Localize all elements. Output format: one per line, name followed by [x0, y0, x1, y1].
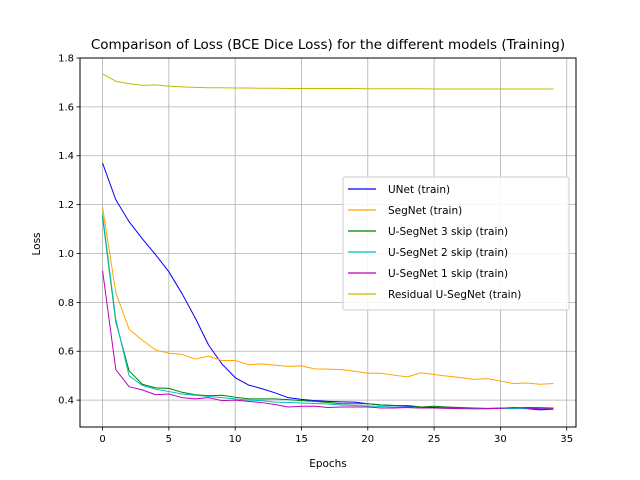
plot-frame: [79, 57, 577, 428]
legend-label: U-SegNet 3 skip (train): [388, 226, 508, 238]
y-tick-label: 1.2: [58, 200, 74, 211]
x-tick-label: 20: [361, 434, 374, 445]
x-tick-label: 0: [99, 434, 105, 445]
legend-label: U-SegNet 1 skip (train): [388, 268, 508, 280]
y-tick-label: 0.4: [58, 396, 74, 407]
legend-box: [342, 176, 570, 311]
x-tick-label: 30: [494, 434, 507, 445]
chart-title: Comparison of Loss (BCE Dice Loss) for t…: [91, 37, 565, 53]
x-tick-label: 15: [295, 434, 308, 445]
x-tick-label: 5: [166, 434, 172, 445]
legend-label: SegNet (train): [388, 205, 462, 217]
series-line-3: [102, 216, 554, 409]
series-line-5: [102, 270, 554, 410]
series-lines: [102, 73, 554, 411]
y-tick-label: 0.6: [58, 347, 74, 358]
x-tick-label: 35: [560, 434, 573, 445]
y-tick-label: 1.0: [58, 249, 74, 260]
legend-label: U-SegNet 2 skip (train): [388, 247, 508, 259]
series-line-2: [102, 206, 554, 385]
x-axis-title: Epochs: [309, 458, 347, 470]
y-tick-label: 1.6: [58, 102, 74, 113]
x-tick-label: 25: [428, 434, 441, 445]
y-tick-label: 0.8: [58, 298, 74, 309]
axis-ticks: 0 5 10 15 20 25 30 35 0.4 0.6 0.8 1.0 1.2 1.4 1.6 1.8: [58, 54, 573, 446]
x-tick-label: 10: [229, 434, 242, 445]
series-line-6: [102, 73, 554, 90]
legend-label: Residual U-SegNet (train): [388, 289, 521, 301]
y-tick-label: 1.4: [58, 151, 74, 162]
legend: UNet (train) SegNet (train) U-SegNet 3 ski…: [342, 176, 570, 311]
y-tick-label: 1.8: [58, 54, 74, 65]
y-axis-title: Loss: [31, 232, 43, 255]
legend-label: UNet (train): [388, 184, 450, 196]
